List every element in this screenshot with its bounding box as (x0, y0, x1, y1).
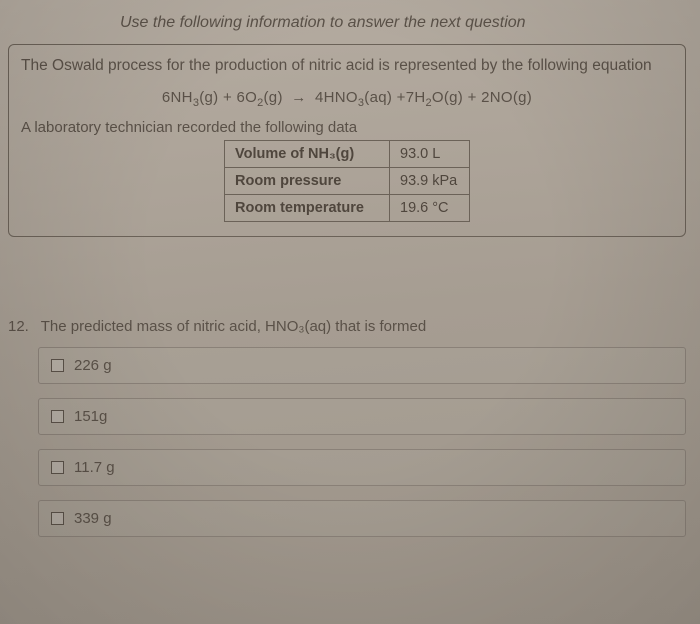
question-stem: The predicted mass of nitric acid, HNO₃(… (41, 318, 426, 335)
option-label: 11.7 g (74, 459, 115, 476)
checkbox-icon[interactable] (51, 410, 64, 423)
question-text: 12. The predicted mass of nitric acid, H… (8, 318, 686, 335)
info-box: The Oswald process for the production of… (8, 44, 686, 237)
option-label: 151g (74, 408, 107, 425)
option-label: 339 g (74, 510, 112, 527)
question-block: 12. The predicted mass of nitric acid, H… (8, 318, 686, 551)
row-label: Room pressure (225, 167, 390, 194)
checkbox-icon[interactable] (51, 359, 64, 372)
table-row: Room temperature19.6 °C (225, 194, 470, 221)
answer-option[interactable]: 11.7 g (38, 449, 686, 486)
row-label: Room temperature (225, 194, 390, 221)
row-label: Volume of NH₃(g) (225, 140, 390, 167)
answer-option[interactable]: 226 g (38, 347, 686, 384)
data-table: Volume of NH₃(g)93.0 LRoom pressure93.9 … (224, 140, 470, 222)
row-value: 19.6 °C (390, 194, 470, 221)
checkbox-icon[interactable] (51, 461, 64, 474)
checkbox-icon[interactable] (51, 512, 64, 525)
option-label: 226 g (74, 357, 112, 374)
instruction-text: Use the following information to answer … (120, 14, 670, 32)
answer-option[interactable]: 339 g (38, 500, 686, 537)
row-value: 93.9 kPa (390, 167, 470, 194)
row-value: 93.0 L (390, 140, 470, 167)
page-container: Use the following information to answer … (0, 0, 700, 624)
table-row: Volume of NH₃(g)93.0 L (225, 140, 470, 167)
technician-line: A laboratory technician recorded the fol… (21, 119, 673, 136)
table-row: Room pressure93.9 kPa (225, 167, 470, 194)
question-number: 12. (8, 318, 29, 335)
answer-option[interactable]: 151g (38, 398, 686, 435)
data-table-body: Volume of NH₃(g)93.0 LRoom pressure93.9 … (225, 140, 470, 221)
options-container: 226 g 151g 11.7 g 339 g (8, 347, 686, 537)
chemical-equation: 6NH3(g) + 6O2(g) → 4HNO3(aq) +7H2O(g) + … (21, 89, 673, 109)
intro-text: The Oswald process for the production of… (21, 55, 673, 77)
